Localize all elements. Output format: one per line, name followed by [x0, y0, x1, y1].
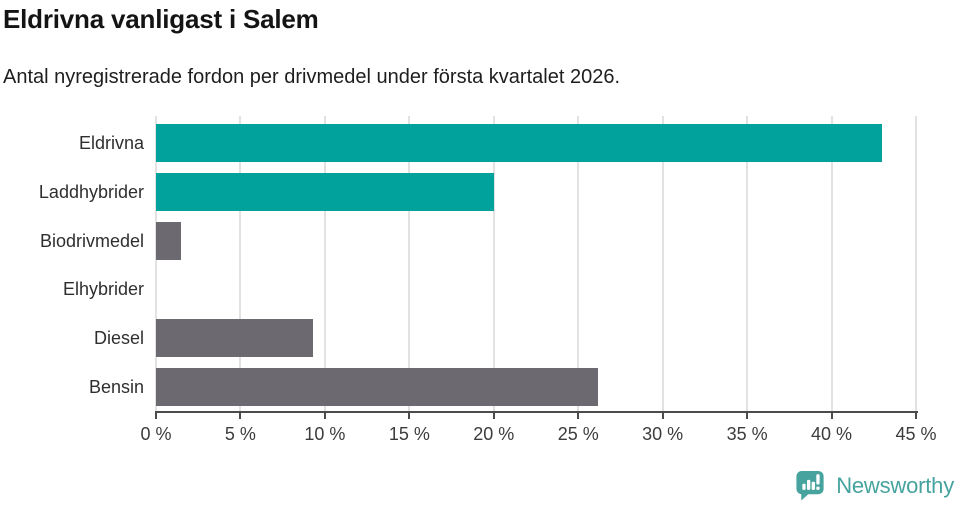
- gridline: [323, 116, 326, 411]
- x-tick: [577, 411, 580, 419]
- newsworthy-icon: [796, 470, 824, 501]
- x-tick-label: 35 %: [726, 424, 768, 444]
- newsworthy-logo: Newsworthy: [794, 469, 954, 502]
- x-tick: [155, 411, 157, 419]
- gridline: [661, 116, 664, 411]
- x-axis-line: [155, 411, 918, 413]
- x-tick: [661, 411, 664, 419]
- gridline: [746, 116, 749, 411]
- x-tick: [830, 411, 833, 419]
- y-axis-label: Elhybrider: [62, 279, 144, 300]
- bar-biodrivmedel: [156, 221, 182, 260]
- x-tick: [239, 411, 242, 419]
- bar-diesel: [156, 319, 314, 357]
- x-tick-label: 0 %: [140, 424, 172, 444]
- y-axis-label: Diesel: [93, 328, 144, 348]
- x-tick-label: 30 %: [642, 424, 684, 444]
- x-tick-label: 5 %: [224, 424, 256, 444]
- gridline: [408, 116, 411, 411]
- bar-laddhybrider: [156, 173, 494, 211]
- x-tick: [746, 411, 749, 419]
- bar-eldrivna: [156, 124, 883, 163]
- gridline: [492, 116, 495, 411]
- y-axis-label: Bensin: [88, 376, 144, 397]
- chart-title: Eldrivna vanligast i Salem: [3, 4, 319, 34]
- x-tick-label: 20 %: [473, 424, 515, 444]
- gridline: [577, 116, 580, 411]
- gridline: [155, 116, 157, 411]
- x-tick: [408, 411, 411, 419]
- bar-bensin: [156, 367, 599, 406]
- x-tick-label: 25 %: [557, 424, 599, 444]
- x-tick-label: 45 %: [895, 424, 937, 444]
- newsworthy-wordmark: Newsworthy: [836, 472, 954, 498]
- x-tick: [323, 411, 326, 419]
- x-tick-label: 15 %: [388, 424, 430, 444]
- x-tick: [492, 411, 495, 419]
- y-axis-label: Laddhybrider: [38, 182, 144, 202]
- x-tick: [915, 411, 917, 419]
- gridline: [915, 116, 917, 411]
- y-axis-label: Eldrivna: [78, 133, 144, 154]
- gridline: [830, 116, 833, 411]
- x-tick-label: 10 %: [304, 424, 346, 444]
- x-tick-label: 40 %: [811, 424, 853, 444]
- gridline: [239, 116, 242, 411]
- y-axis-label: Biodrivmedel: [39, 230, 144, 251]
- chart-subtitle: Antal nyregistrerade fordon per drivmede…: [3, 66, 621, 88]
